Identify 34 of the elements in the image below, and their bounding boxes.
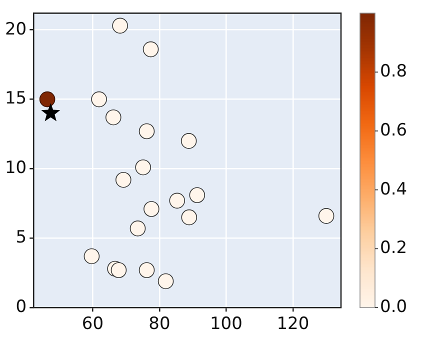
x-tick-label: 120: [276, 314, 310, 334]
point: [142, 41, 159, 58]
y-tick-label: 20: [4, 19, 27, 40]
color-bar-label: 0.2: [380, 238, 408, 258]
x-tick-label: 80: [148, 314, 170, 334]
point: [112, 18, 128, 34]
color-bar-label: 0.8: [380, 62, 408, 82]
point: [318, 208, 334, 224]
y-tick-label: 0: [16, 297, 27, 318]
y-tick-label: 10: [4, 158, 27, 178]
point: [116, 172, 132, 188]
color-bar-label: 0.6: [380, 120, 408, 140]
point: [84, 248, 100, 264]
point: [138, 262, 155, 278]
point: [138, 123, 155, 140]
point: [180, 133, 197, 149]
point: [105, 109, 122, 126]
y-tick-label: 5: [16, 228, 27, 248]
color-bar-label: 0.4: [380, 179, 408, 200]
point: [158, 273, 174, 290]
point: [130, 220, 146, 236]
x-tick-label: 60: [82, 314, 104, 334]
x-tick-label: 100: [210, 314, 242, 334]
point: [39, 91, 56, 108]
point: [91, 91, 107, 108]
point: [189, 187, 206, 204]
point: [41, 103, 60, 122]
point: [169, 192, 186, 209]
y-tick-label: 15: [4, 88, 27, 109]
point: [110, 262, 127, 278]
color-bar-label: 0.0: [380, 297, 408, 318]
point: [135, 159, 151, 176]
point: [144, 201, 160, 217]
point: [181, 209, 198, 226]
